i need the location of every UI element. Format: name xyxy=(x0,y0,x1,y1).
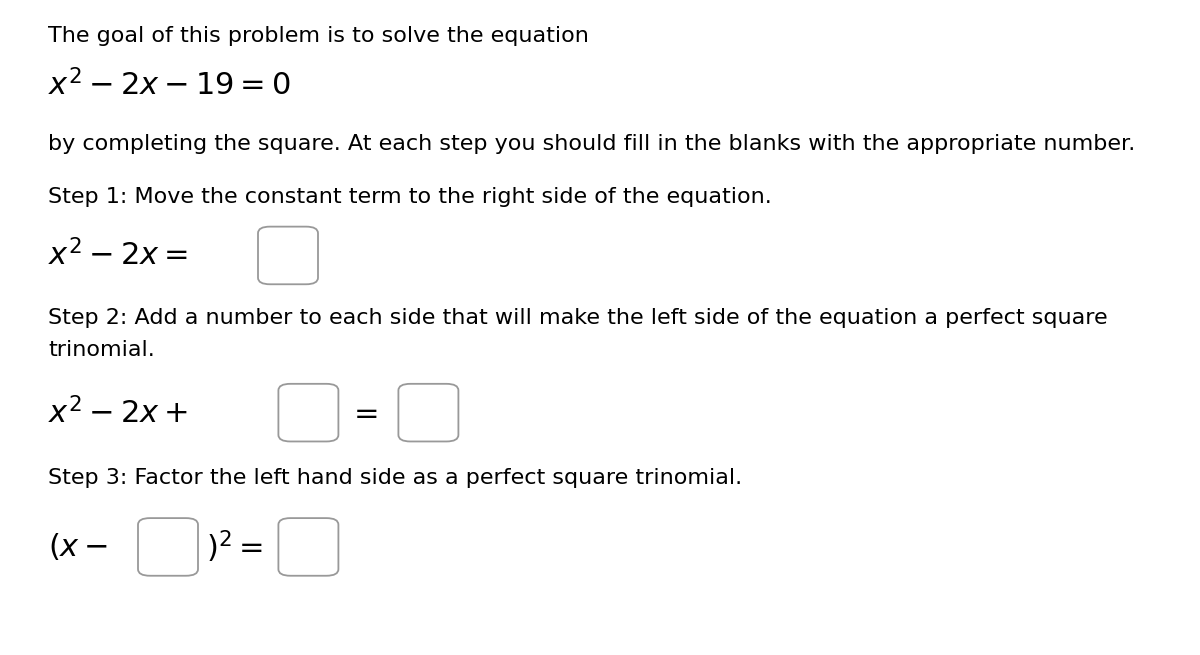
Text: Step 2: Add a number to each side that will make the left side of the equation a: Step 2: Add a number to each side that w… xyxy=(48,308,1108,328)
Text: Step 1: Move the constant term to the right side of the equation.: Step 1: Move the constant term to the ri… xyxy=(48,187,772,206)
Text: $x^2 - 2x =$: $x^2 - 2x =$ xyxy=(48,239,188,272)
Text: $(x -$: $(x -$ xyxy=(48,531,108,563)
FancyBboxPatch shape xyxy=(278,518,338,576)
Text: The goal of this problem is to solve the equation: The goal of this problem is to solve the… xyxy=(48,26,589,46)
Text: $x^2 - 2x +$: $x^2 - 2x +$ xyxy=(48,396,188,429)
Text: trinomial.: trinomial. xyxy=(48,341,155,360)
Text: $)^2 =$: $)^2 =$ xyxy=(206,529,263,565)
FancyBboxPatch shape xyxy=(258,227,318,284)
Text: by completing the square. At each step you should fill in the blanks with the ap: by completing the square. At each step y… xyxy=(48,134,1135,154)
Text: Step 3: Factor the left hand side as a perfect square trinomial.: Step 3: Factor the left hand side as a p… xyxy=(48,468,742,488)
FancyBboxPatch shape xyxy=(398,384,458,441)
Text: $=$: $=$ xyxy=(348,398,378,427)
FancyBboxPatch shape xyxy=(138,518,198,576)
FancyBboxPatch shape xyxy=(278,384,338,441)
Text: $x^2 - 2x - 19 = 0$: $x^2 - 2x - 19 = 0$ xyxy=(48,69,290,102)
